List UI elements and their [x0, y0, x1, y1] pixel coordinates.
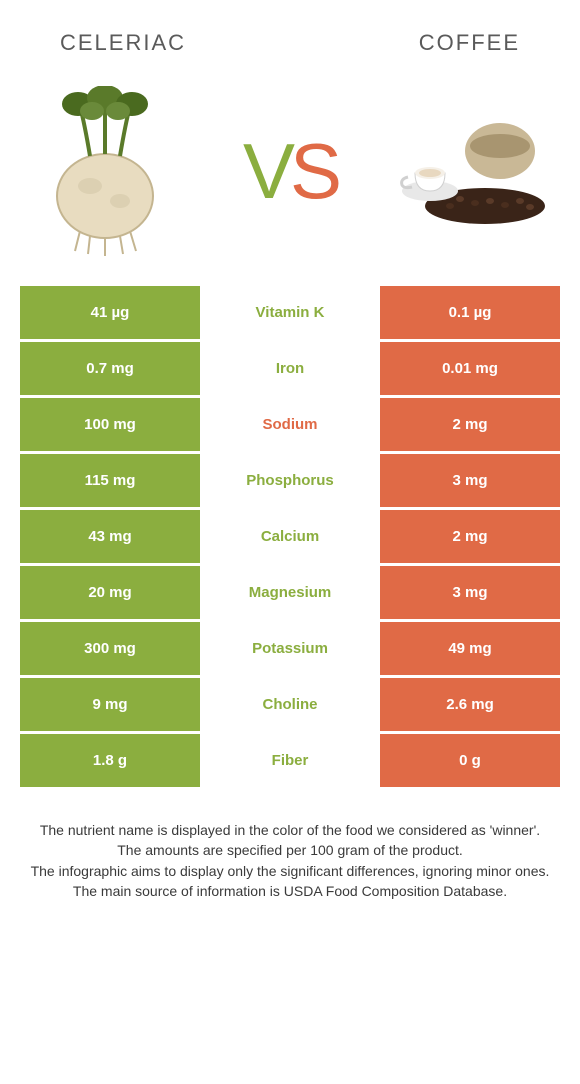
nutrient-label: Choline: [200, 678, 380, 731]
right-value: 0.1 µg: [380, 286, 560, 339]
right-food-title: COFFEE: [419, 30, 520, 56]
table-row: 20 mgMagnesium3 mg: [20, 566, 560, 619]
table-row: 0.7 mgIron0.01 mg: [20, 342, 560, 395]
right-value: 3 mg: [380, 566, 560, 619]
footer-line-2: The amounts are specified per 100 gram o…: [25, 840, 555, 860]
table-row: 9 mgCholine2.6 mg: [20, 678, 560, 731]
nutrient-label: Magnesium: [200, 566, 380, 619]
table-row: 41 µgVitamin K0.1 µg: [20, 286, 560, 339]
left-value: 9 mg: [20, 678, 200, 731]
right-value: 0 g: [380, 734, 560, 787]
vs-label: VS: [243, 126, 337, 217]
right-value: 2 mg: [380, 510, 560, 563]
footer-line-3: The infographic aims to display only the…: [25, 861, 555, 881]
table-row: 100 mgSodium2 mg: [20, 398, 560, 451]
nutrient-label: Phosphorus: [200, 454, 380, 507]
header: CELERIAC COFFEE: [0, 0, 580, 66]
left-value: 300 mg: [20, 622, 200, 675]
left-value: 115 mg: [20, 454, 200, 507]
nutrient-label: Sodium: [200, 398, 380, 451]
vs-s: S: [290, 127, 337, 215]
left-value: 1.8 g: [20, 734, 200, 787]
right-value: 3 mg: [380, 454, 560, 507]
nutrient-label: Iron: [200, 342, 380, 395]
coffee-image: [390, 81, 560, 261]
footer-line-4: The main source of information is USDA F…: [25, 881, 555, 901]
vs-v: V: [243, 127, 290, 215]
comparison-table: 41 µgVitamin K0.1 µg0.7 mgIron0.01 mg100…: [0, 286, 580, 787]
images-row: VS: [0, 66, 580, 286]
right-value: 0.01 mg: [380, 342, 560, 395]
right-value: 2 mg: [380, 398, 560, 451]
right-value: 2.6 mg: [380, 678, 560, 731]
table-row: 300 mgPotassium49 mg: [20, 622, 560, 675]
left-value: 20 mg: [20, 566, 200, 619]
left-value: 0.7 mg: [20, 342, 200, 395]
left-food-title: CELERIAC: [60, 30, 186, 56]
left-value: 41 µg: [20, 286, 200, 339]
nutrient-label: Potassium: [200, 622, 380, 675]
nutrient-label: Vitamin K: [200, 286, 380, 339]
table-row: 115 mgPhosphorus3 mg: [20, 454, 560, 507]
nutrient-label: Calcium: [200, 510, 380, 563]
left-value: 43 mg: [20, 510, 200, 563]
celeriac-image: [20, 81, 190, 261]
footer-notes: The nutrient name is displayed in the co…: [0, 790, 580, 901]
table-row: 43 mgCalcium2 mg: [20, 510, 560, 563]
nutrient-label: Fiber: [200, 734, 380, 787]
table-row: 1.8 gFiber0 g: [20, 734, 560, 787]
right-value: 49 mg: [380, 622, 560, 675]
footer-line-1: The nutrient name is displayed in the co…: [25, 820, 555, 840]
left-value: 100 mg: [20, 398, 200, 451]
